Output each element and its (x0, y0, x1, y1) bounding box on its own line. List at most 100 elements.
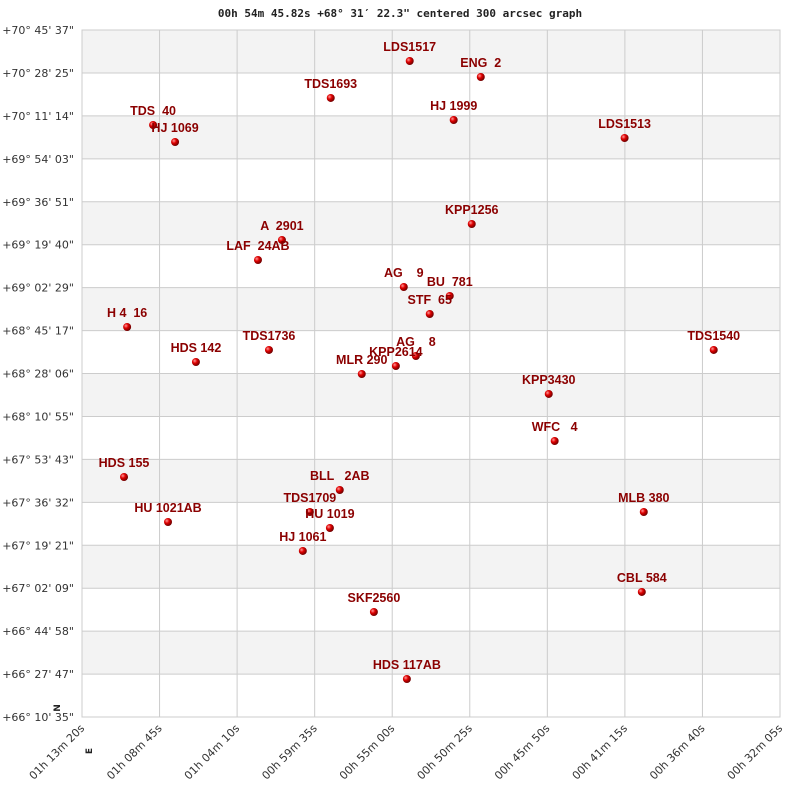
star-label: HJ 1999 (430, 99, 477, 113)
x-tick-label: 00h 50m 25s (415, 722, 476, 783)
compass-north: N (53, 704, 63, 712)
star-marker[interactable] (476, 73, 485, 82)
star-label: HDS 142 (171, 341, 222, 355)
star-marker[interactable] (405, 57, 414, 66)
star-marker[interactable] (335, 485, 344, 494)
star-point[interactable]: KPP3430 (522, 373, 576, 398)
star-point[interactable]: HDS 117AB (373, 658, 441, 683)
y-tick-label: +67° 19' 21" (2, 539, 74, 552)
x-axis-ticks: 01h 13m 20s 01h 08m 45s 01h 04m 10s 00h 59m… (27, 722, 786, 783)
star-point[interactable]: HDS 155 (99, 456, 150, 481)
star-point[interactable]: HU 1021AB (134, 501, 202, 526)
star-marker[interactable] (298, 546, 307, 555)
star-point[interactable]: TDS1693 (304, 77, 357, 102)
star-marker[interactable] (149, 121, 158, 130)
grid-band (82, 330, 780, 374)
star-marker[interactable] (191, 358, 200, 367)
star-point[interactable]: AG 9 (384, 266, 424, 291)
star-marker[interactable] (164, 517, 173, 526)
star-point[interactable]: HU 1019 (305, 507, 355, 532)
star-label: TDS1709 (283, 491, 336, 505)
star-marker[interactable] (253, 256, 262, 265)
star-marker[interactable] (411, 352, 420, 361)
star-point[interactable]: H 4 16 (107, 306, 147, 331)
star-marker[interactable] (325, 523, 334, 532)
y-tick-label: +66° 10' 35" (2, 711, 74, 724)
star-marker[interactable] (123, 322, 132, 331)
star-point[interactable]: SKF2560 (347, 591, 400, 617)
star-marker[interactable] (445, 291, 454, 300)
star-marker[interactable] (544, 389, 553, 398)
star-marker[interactable] (357, 369, 366, 378)
star-point[interactable]: LAF 24AB (226, 239, 290, 265)
star-marker[interactable] (277, 235, 286, 244)
star-label: LDS1517 (383, 40, 436, 54)
y-tick-label: +69° 19' 40" (2, 239, 74, 252)
star-label: MLB 380 (618, 491, 669, 505)
star-marker[interactable] (369, 608, 378, 617)
star-marker[interactable] (425, 310, 434, 319)
star-point[interactable]: TDS1540 (687, 329, 740, 354)
y-axis-ticks: +70° 45' 37" +70° 28' 25" +70° 11' 14" +69°… (2, 24, 74, 724)
star-label: H 4 16 (107, 306, 147, 320)
star-point[interactable]: KPP2614 (369, 345, 423, 371)
x-tick-label: 00h 55m 00s (337, 722, 398, 783)
star-point[interactable]: KPP1256 (445, 203, 499, 229)
star-point[interactable]: ENG 2 (460, 56, 501, 82)
grid-band (82, 158, 780, 202)
star-marker[interactable] (326, 93, 335, 102)
star-point[interactable]: AG 8 (396, 335, 436, 361)
star-marker[interactable] (467, 220, 476, 229)
star-point[interactable]: TDS1709 (283, 491, 336, 517)
star-marker[interactable] (402, 674, 411, 683)
star-point[interactable]: A 2901 (260, 219, 304, 244)
star-point[interactable]: HDS 142 (171, 341, 222, 367)
x-tick-label: 00h 41m 15s (570, 722, 631, 783)
star-point[interactable]: HJ 1069 (151, 121, 199, 146)
x-tick-label: 01h 08m 45s (104, 722, 165, 783)
star-point[interactable]: STF 65 (407, 293, 452, 319)
star-marker[interactable] (709, 345, 718, 354)
star-marker[interactable] (171, 137, 180, 146)
y-tick-label: +68° 45' 17" (2, 325, 74, 338)
star-label: SKF2560 (347, 591, 400, 605)
star-point[interactable]: LDS1513 (598, 117, 651, 142)
star-label: WFC 4 (532, 420, 578, 434)
star-marker[interactable] (264, 345, 273, 354)
grid-band (82, 72, 780, 116)
y-tick-label: +70° 11' 14" (2, 110, 74, 123)
y-tick-label: +67° 02' 09" (2, 582, 74, 595)
star-point[interactable]: BLL 2AB (310, 469, 370, 494)
star-point[interactable]: BU 781 (427, 275, 473, 300)
star-label: BLL 2AB (310, 469, 370, 483)
star-label: HDS 155 (99, 456, 150, 470)
star-marker[interactable] (449, 116, 458, 125)
y-tick-label: +68° 10' 55" (2, 410, 74, 423)
y-tick-label: +67° 53' 43" (2, 453, 74, 466)
star-point[interactable]: LDS1517 (383, 40, 436, 66)
star-point[interactable]: MLB 380 (618, 491, 670, 517)
star-point[interactable]: HJ 1999 (430, 99, 477, 125)
grid-band (82, 201, 780, 245)
star-point[interactable]: TDS 40 (130, 104, 176, 130)
star-marker[interactable] (120, 472, 129, 481)
star-marker[interactable] (399, 282, 408, 291)
grid-band (82, 287, 780, 331)
star-marker[interactable] (550, 436, 559, 445)
star-point[interactable]: HJ 1061 (279, 530, 326, 555)
star-marker[interactable] (637, 587, 646, 596)
star-label: HU 1021AB (134, 501, 201, 515)
star-point[interactable]: WFC 4 (532, 420, 578, 445)
star-marker[interactable] (639, 508, 648, 517)
star-label: KPP2614 (369, 345, 423, 359)
star-point[interactable]: CBL 584 (617, 571, 667, 596)
star-marker[interactable] (305, 508, 314, 517)
star-label: HJ 1061 (279, 530, 326, 544)
star-marker[interactable] (391, 362, 400, 371)
star-marker[interactable] (620, 133, 629, 142)
star-label: KPP1256 (445, 203, 499, 217)
star-label: AG 8 (396, 335, 436, 349)
star-point[interactable]: MLR 290 (336, 353, 388, 378)
star-point[interactable]: TDS1736 (243, 329, 296, 354)
grid-band (82, 115, 780, 159)
